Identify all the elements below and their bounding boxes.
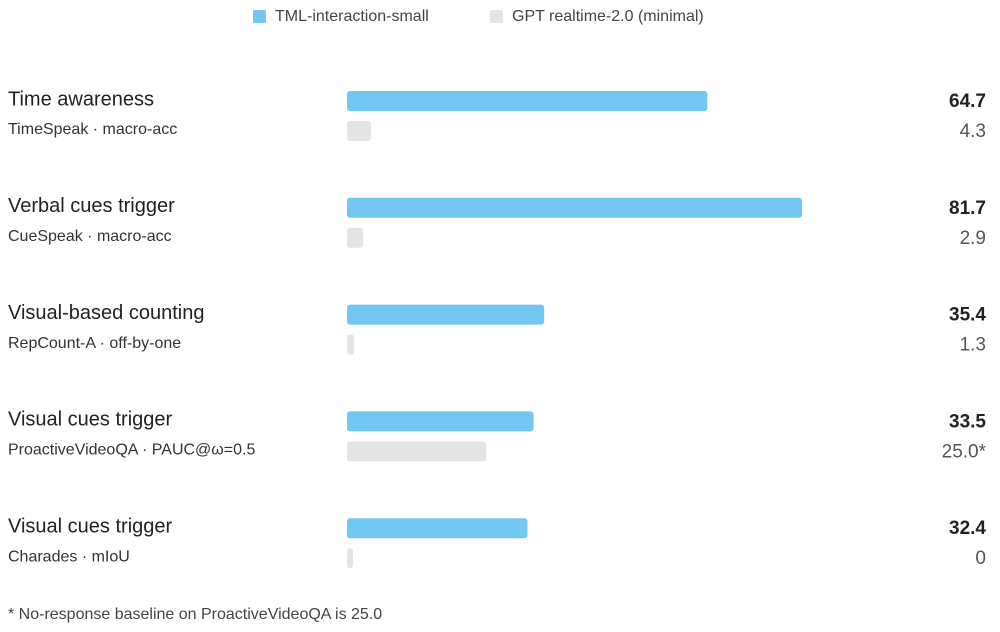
- bar: [347, 91, 708, 111]
- bar: [347, 441, 487, 462]
- category-subtitle: CueSpeak · macro-acc: [8, 228, 172, 245]
- value-label: 81.7: [949, 198, 986, 219]
- category-subtitle: ProactiveVideoQA · PAUC@ω=0.5: [8, 442, 255, 459]
- bar: [347, 121, 371, 141]
- category-label: Visual cues trigger: [8, 409, 173, 431]
- bar: [347, 304, 545, 325]
- category-label: Visual-based counting: [8, 302, 204, 324]
- bar: [347, 197, 803, 218]
- bar: [347, 411, 534, 432]
- category-subtitle: Charades · mIoU: [8, 548, 130, 565]
- value-label: 32.4: [949, 518, 986, 539]
- value-label: 35.4: [949, 305, 986, 326]
- legend-label: TML-interaction-small: [275, 8, 429, 25]
- legend-swatch: [253, 10, 266, 23]
- bar: [347, 548, 353, 569]
- value-label: 64.7: [949, 91, 986, 112]
- category-subtitle: TimeSpeak · macro-acc: [8, 121, 177, 138]
- value-label: 4.3: [960, 121, 986, 142]
- value-label: 25.0*: [942, 441, 987, 462]
- bar: [347, 518, 528, 539]
- legend-swatch: [490, 10, 503, 23]
- value-label: 33.5: [949, 411, 986, 432]
- value-label: 0: [975, 548, 986, 569]
- bar: [347, 227, 364, 248]
- bar: [347, 334, 355, 355]
- value-label: 2.9: [960, 228, 986, 249]
- category-label: Verbal cues trigger: [8, 195, 175, 217]
- category-label: Visual cues trigger: [8, 515, 173, 537]
- category-subtitle: RepCount-A · off-by-one: [8, 335, 181, 352]
- legend-label: GPT realtime-2.0 (minimal): [512, 8, 704, 25]
- value-label: 1.3: [960, 335, 986, 356]
- footnote: * No-response baseline on ProactiveVideo…: [8, 606, 382, 623]
- category-label: Time awareness: [8, 88, 154, 110]
